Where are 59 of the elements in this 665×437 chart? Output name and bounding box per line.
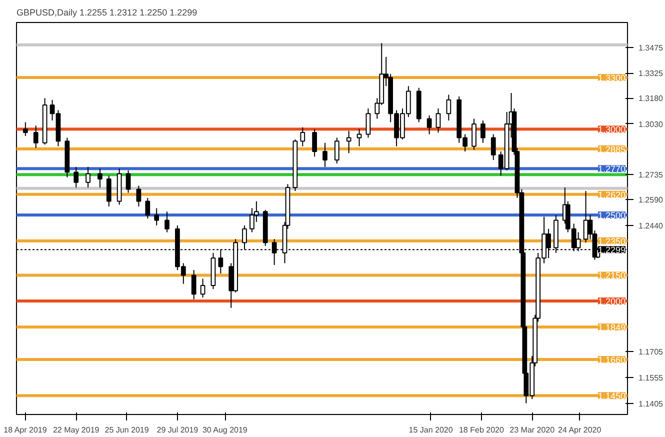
ref-line-label: 1.3000: [598, 124, 626, 135]
candlestick: [145, 197, 150, 219]
x-tick-label: 18 Apr 2019: [4, 426, 48, 434]
candlestick: [164, 211, 170, 233]
candlestick: [490, 134, 496, 161]
y-tick-label: 1.2590: [638, 196, 664, 205]
ref-line-label: 1.2000: [598, 296, 626, 307]
candlestick: [136, 185, 142, 207]
y-tick-label: 1.3325: [638, 69, 664, 78]
candlestick: [154, 208, 160, 226]
candlestick: [126, 170, 131, 194]
candlestick: [106, 175, 112, 207]
candlestick: [86, 166, 90, 188]
x-tick-label: 15 Jan 2020: [408, 426, 454, 434]
chart-title: GBPUSD,Daily 1.2255 1.2312 1.2250 1.2299: [16, 8, 198, 18]
y-tick-label: 1.2440: [638, 221, 664, 230]
y-tick-label: 1.1705: [638, 348, 664, 357]
candlestick: [366, 108, 371, 138]
ref-line-label: 1.2620: [598, 190, 626, 200]
x-tick-label: 18 Feb 2020: [458, 426, 504, 434]
candlestick: [191, 270, 196, 300]
candlestick: [436, 108, 441, 134]
candlestick: [446, 94, 452, 121]
candlestick: [98, 168, 102, 188]
candlestick: [33, 125, 38, 149]
candlestick: [300, 126, 306, 147]
y-tick-label: 1.2735: [638, 170, 664, 180]
candlestick: [472, 118, 476, 150]
x-tick-label: 22 May 2019: [52, 426, 100, 434]
x-tick-label: 23 Mar 2020: [510, 426, 556, 434]
candlestick: [200, 278, 206, 298]
ref-line-label: 1.1660: [598, 354, 626, 365]
y-tick-label: 1.3180: [638, 94, 664, 104]
candlestick: [583, 190, 588, 244]
x-tick-label: 30 Aug 2019: [202, 426, 248, 434]
ref-line-label: 1.2885: [598, 144, 626, 154]
ref-line-label: 1.3300: [598, 73, 626, 84]
candlestick: [346, 130, 352, 154]
candlestick: [74, 166, 79, 188]
x-tick-label: 24 Apr 2020: [558, 426, 602, 434]
candlestick: [322, 142, 328, 168]
candlestick: [312, 128, 317, 158]
candlestick: [334, 137, 340, 164]
ref-line-label: 1.2500: [598, 210, 626, 221]
y-tick-label: 1.3030: [638, 120, 664, 129]
ref-line-label: 1.2350: [598, 236, 626, 246]
y-tick-label: 1.1555: [638, 374, 664, 383]
ref-line-label: 1.2299: [598, 245, 626, 256]
ref-line-label: 1.1849: [598, 322, 626, 332]
candlestick: [480, 120, 486, 144]
y-tick-label: 1.3475: [638, 43, 664, 52]
candlestick: [23, 122, 28, 136]
y-tick-label: 1.1405: [638, 399, 664, 408]
x-tick-label: 29 Jul 2019: [156, 426, 199, 434]
ref-line-label: 1.2770: [598, 164, 626, 174]
x-tick-label: 25 Jun 2019: [104, 426, 150, 434]
ref-line-label: 1.2150: [598, 270, 626, 281]
candlestick: [426, 114, 432, 135]
ref-line-label: 1.1450: [598, 391, 626, 402]
